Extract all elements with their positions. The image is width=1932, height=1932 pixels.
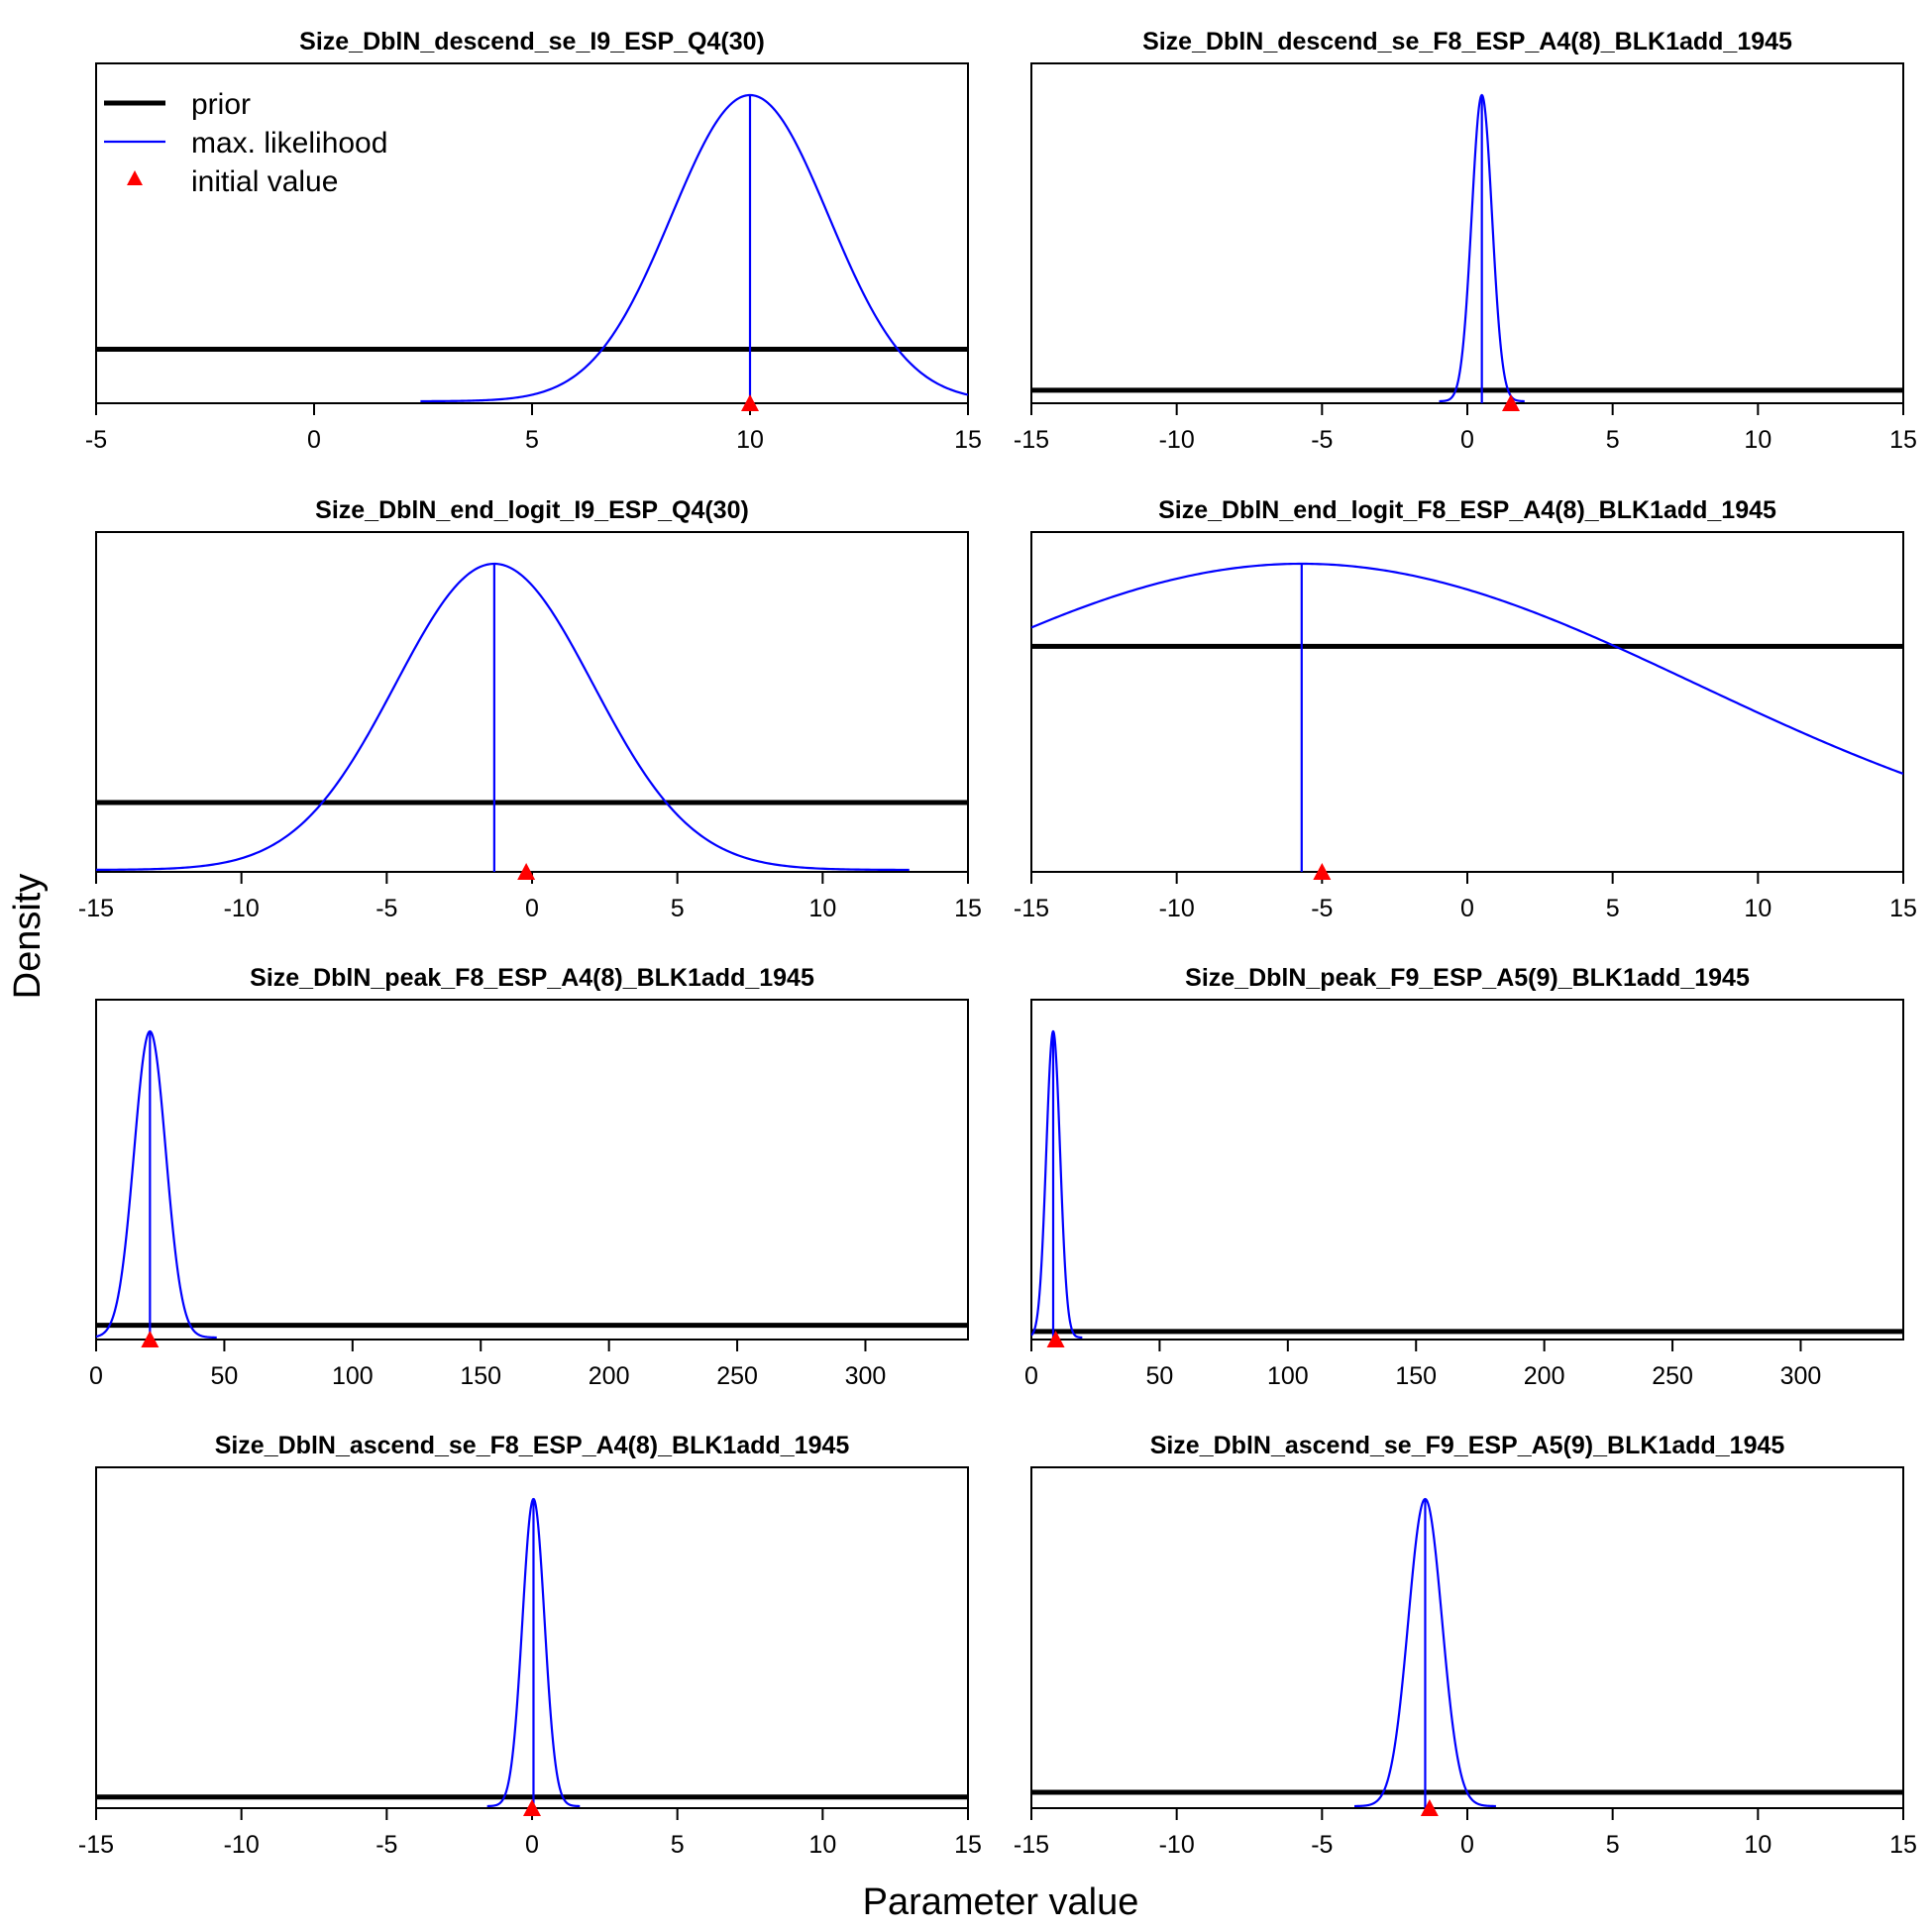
- x-tick-label: 0: [525, 1831, 539, 1859]
- x-tick-label: -15: [1014, 1831, 1049, 1859]
- x-tick-label: 5: [1606, 895, 1620, 922]
- x-tick-label: -5: [1311, 895, 1333, 922]
- plot-frame: [1030, 1466, 1904, 1809]
- x-tick-label: -10: [1159, 1831, 1195, 1859]
- initial-value-marker: [517, 863, 536, 880]
- x-tick-label: 250: [716, 1362, 758, 1390]
- x-tick-label: 300: [1780, 1362, 1822, 1390]
- x-tick-label: 0: [1460, 426, 1474, 454]
- panel-2: Size_DblN_descend_se_F8_ESP_A4(8)_BLK1ad…: [1014, 28, 1917, 454]
- x-tick-label: 5: [1606, 426, 1620, 454]
- x-tick-label: -10: [1159, 426, 1195, 454]
- panel-title: Size_DblN_end_logit_I9_ESP_Q4(30): [315, 496, 749, 524]
- x-tick-label: 15: [954, 895, 982, 922]
- x-tick-label: 5: [671, 895, 685, 922]
- mle-curve: [96, 562, 910, 872]
- legend: prior max. likelihood initial value: [104, 88, 387, 198]
- x-tick-label: 10: [808, 1831, 836, 1859]
- x-tick-label: -5: [85, 426, 107, 454]
- x-tick-label: 10: [808, 895, 836, 922]
- panel-title: Size_DblN_ascend_se_F9_ESP_A5(9)_BLK1add…: [1150, 1432, 1785, 1459]
- x-tick-label: -15: [78, 1831, 114, 1859]
- x-tick-label: -10: [1159, 895, 1195, 922]
- x-tick-label: -15: [1014, 426, 1049, 454]
- x-tick-label: 50: [1146, 1362, 1174, 1390]
- x-tick-label: 200: [589, 1362, 630, 1390]
- panel-8: Size_DblN_ascend_se_F9_ESP_A5(9)_BLK1add…: [1014, 1432, 1917, 1859]
- x-tick-label: 15: [954, 426, 982, 454]
- x-tick-label: 0: [525, 895, 539, 922]
- y-axis-label: Density: [7, 874, 49, 1000]
- panel-title: Size_DblN_descend_se_F8_ESP_A4(8)_BLK1ad…: [1142, 28, 1792, 55]
- x-tick-label: 150: [1395, 1362, 1437, 1390]
- initial-value-marker: [1502, 394, 1520, 411]
- x-tick-label: 0: [89, 1362, 103, 1390]
- x-tick-label: 15: [1889, 426, 1917, 454]
- panel-3: Size_DblN_end_logit_I9_ESP_Q4(30) -15 -10 -…: [78, 496, 982, 922]
- panel-title: Size_DblN_peak_F9_ESP_A5(9)_BLK1add_1945: [1185, 964, 1750, 992]
- initial-value-marker: [1313, 863, 1332, 880]
- x-tick-label: 10: [1744, 895, 1771, 922]
- x-tick-label: 150: [460, 1362, 501, 1390]
- panel-title: Size_DblN_ascend_se_F8_ESP_A4(8)_BLK1add…: [215, 1432, 850, 1459]
- x-tick-label: 200: [1524, 1362, 1565, 1390]
- x-tick-label: -15: [1014, 895, 1049, 922]
- x-tick-label: 10: [1744, 426, 1771, 454]
- x-axis-label: Parameter value: [863, 1881, 1139, 1923]
- x-tick-label: -10: [224, 895, 260, 922]
- x-tick-label: 0: [1024, 1362, 1038, 1390]
- x-tick-label: 0: [1460, 1831, 1474, 1859]
- panel-7: Size_DblN_ascend_se_F8_ESP_A4(8)_BLK1add…: [78, 1432, 982, 1859]
- x-tick-label: 0: [1460, 895, 1474, 922]
- plot-frame: [95, 999, 969, 1341]
- x-tick-label: 50: [211, 1362, 239, 1390]
- legend-label: max. likelihood: [191, 127, 387, 160]
- initial-value-marker: [1046, 1331, 1065, 1347]
- panel-title: Size_DblN_peak_F8_ESP_A4(8)_BLK1add_1945: [250, 964, 814, 992]
- x-tick-label: -5: [1311, 1831, 1333, 1859]
- legend-label: prior: [191, 88, 251, 121]
- x-tick-label: 300: [845, 1362, 887, 1390]
- x-tick-label: 0: [307, 426, 321, 454]
- x-tick-label: 10: [736, 426, 764, 454]
- legend-label: initial value: [191, 165, 338, 198]
- initial-value-marker: [523, 1799, 541, 1816]
- plot-frame: [1030, 999, 1904, 1341]
- x-tick-label: 15: [1889, 895, 1917, 922]
- panel-title: Size_DblN_end_logit_F8_ESP_A4(8)_BLK1add…: [1158, 496, 1776, 524]
- x-tick-label: 250: [1652, 1362, 1693, 1390]
- legend-initial-swatch: [127, 170, 143, 185]
- x-tick-label: 5: [525, 426, 539, 454]
- x-tick-label: 100: [1267, 1362, 1309, 1390]
- x-tick-label: 100: [332, 1362, 374, 1390]
- x-tick-label: -5: [376, 1831, 397, 1859]
- mle-curve: [1031, 562, 1903, 776]
- x-tick-label: 15: [954, 1831, 982, 1859]
- plot-frame: [95, 531, 969, 873]
- panel-title: Size_DblN_descend_se_I9_ESP_Q4(30): [299, 28, 765, 55]
- panel-6: Size_DblN_peak_F9_ESP_A5(9)_BLK1add_1945…: [1024, 964, 1904, 1390]
- initial-value-marker: [741, 394, 759, 411]
- panel-1: Size_DblN_descend_se_I9_ESP_Q4(30) -5 0 5 10…: [85, 28, 982, 454]
- plot-frame: [95, 1466, 969, 1809]
- mle-curve: [420, 93, 968, 403]
- x-tick-label: -5: [1311, 426, 1333, 454]
- panel-5: Size_DblN_peak_F8_ESP_A4(8)_BLK1add_1945…: [89, 964, 969, 1390]
- x-tick-label: -5: [376, 895, 397, 922]
- plot-frame: [1030, 62, 1904, 404]
- mle-curve: [96, 1029, 217, 1340]
- x-tick-label: 15: [1889, 1831, 1917, 1859]
- panel-4: Size_DblN_end_logit_F8_ESP_A4(8)_BLK1add…: [1014, 496, 1917, 922]
- mle-curve: [1031, 1029, 1083, 1340]
- x-tick-label: 10: [1744, 1831, 1771, 1859]
- x-tick-label: 5: [1606, 1831, 1620, 1859]
- x-tick-label: -15: [78, 895, 114, 922]
- x-tick-label: -10: [224, 1831, 260, 1859]
- x-tick-label: 5: [671, 1831, 685, 1859]
- initial-value-marker: [1420, 1799, 1439, 1816]
- initial-value-marker: [141, 1331, 160, 1347]
